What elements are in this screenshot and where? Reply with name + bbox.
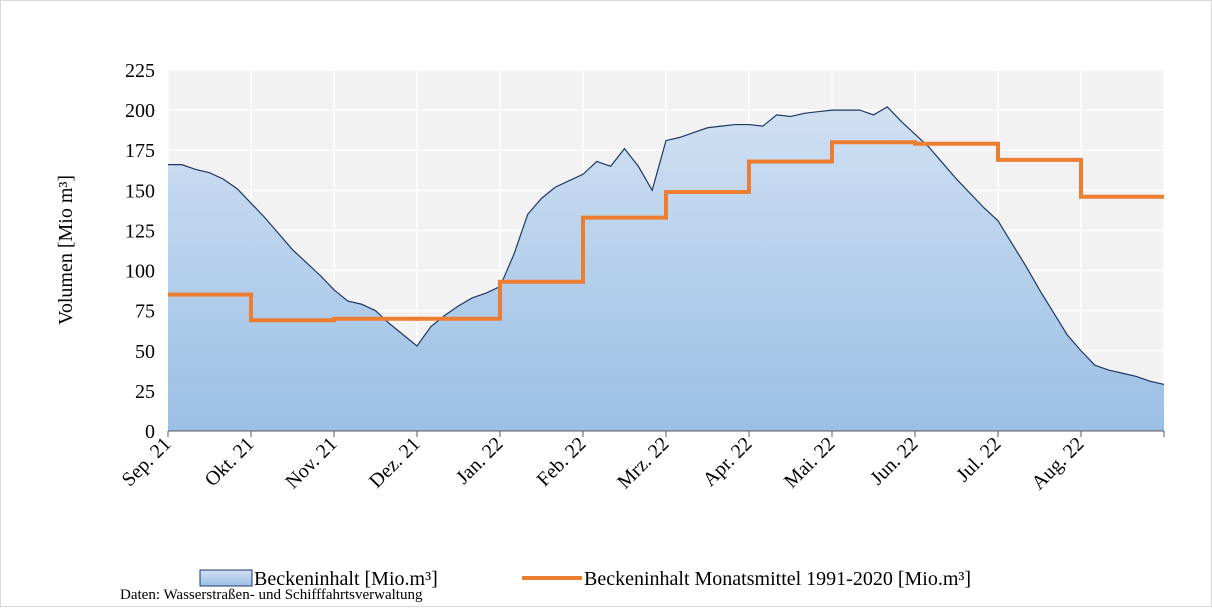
y-axis-label: Volumen [Mio m³] bbox=[55, 175, 77, 325]
y-tick-label: 50 bbox=[135, 341, 155, 363]
y-tick-label: 0 bbox=[145, 421, 155, 443]
y-tick-label: 150 bbox=[125, 180, 155, 202]
y-tick-label: 125 bbox=[125, 220, 155, 242]
y-tick-label: 175 bbox=[125, 140, 155, 162]
y-tick-label: 75 bbox=[135, 301, 155, 323]
legend-label: Beckeninhalt [Mio.m³] bbox=[254, 568, 438, 590]
y-tick-label: 25 bbox=[135, 381, 155, 403]
area bbox=[168, 106, 1164, 431]
y-tick-label: 200 bbox=[125, 100, 155, 122]
source: Daten: Wasserstraßen- und Schifffahrtsve… bbox=[120, 587, 423, 603]
legend-swatch bbox=[199, 569, 253, 587]
area-outline bbox=[168, 106, 1165, 386]
legend-label: Beckeninhalt Monatsmittel 1991-2020 [Mio… bbox=[584, 568, 971, 590]
y-tick-label: 100 bbox=[125, 261, 155, 283]
y-tick-label: 225 bbox=[125, 60, 155, 82]
